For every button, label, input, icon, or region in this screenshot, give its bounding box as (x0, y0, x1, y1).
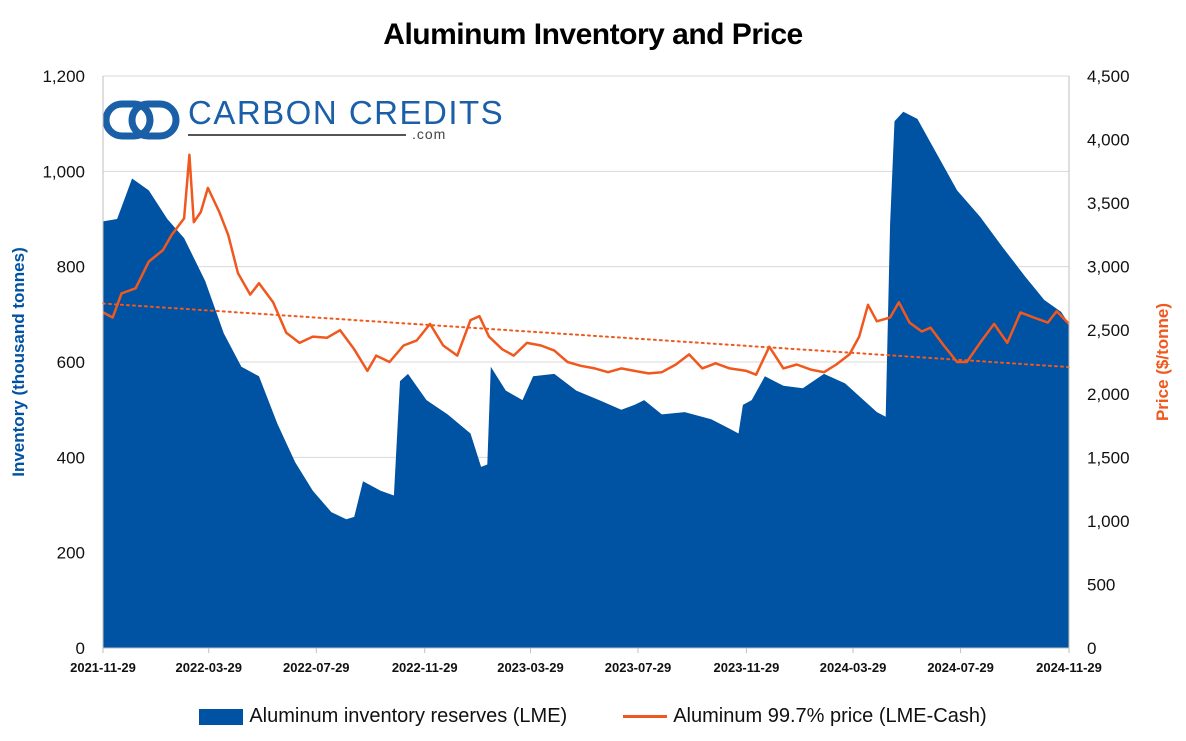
logo-name: CARBON CREDITS (188, 94, 505, 131)
x-tick-label: 2022-03-29 (176, 660, 243, 675)
logo-underline (188, 134, 406, 136)
y-right-tick-label: 4,000 (1087, 131, 1130, 150)
y-right-tick-label: 500 (1087, 575, 1115, 594)
x-tick-label: 2023-03-29 (497, 660, 564, 675)
legend: Aluminum inventory reserves (LME) Alumin… (0, 705, 1186, 728)
y-left-tick-label: 200 (57, 544, 85, 563)
y-right-tick-label: 3,500 (1087, 194, 1130, 213)
y-left-tick-label: 1,000 (42, 162, 85, 181)
y-left-tick-label: 600 (57, 353, 85, 372)
legend-label-price: Aluminum 99.7% price (LME-Cash) (673, 705, 987, 727)
y-right-tick-label: 0 (1087, 639, 1096, 658)
x-tick-label: 2023-11-29 (714, 660, 780, 675)
y-right-tick-label: 4,500 (1087, 67, 1130, 86)
x-tick-label: 2024-11-29 (1036, 660, 1102, 675)
x-tick-label: 2024-03-29 (820, 660, 887, 675)
chain-link-icon (102, 100, 180, 140)
y-left-tick-label: 800 (57, 258, 85, 277)
carbon-credits-logo: CARBON CREDITS .com (102, 92, 503, 152)
y-left-tick-label: 0 (76, 639, 85, 658)
y-right-tick-label: 3,000 (1087, 258, 1130, 277)
legend-item-price: Aluminum 99.7% price (LME-Cash) (623, 705, 987, 728)
x-tick-label: 2022-07-29 (283, 660, 350, 675)
x-tick-label: 2024-07-29 (927, 660, 994, 675)
y-left-tick-label: 400 (57, 448, 85, 467)
x-tick-label: 2023-07-29 (605, 660, 672, 675)
y-right-axis-title: Price ($/tonne) (1153, 303, 1172, 421)
legend-item-inventory: Aluminum inventory reserves (LME) (199, 705, 567, 728)
y-left-tick-label: 1,200 (42, 67, 85, 86)
price-line (102, 153, 1070, 376)
logo-suffix: .com (412, 126, 447, 142)
chart-title: Aluminum Inventory and Price (383, 18, 803, 51)
y-right-tick-label: 1,000 (1087, 512, 1130, 531)
inventory-area (103, 111, 1069, 649)
y-right-tick-label: 2,000 (1087, 385, 1130, 404)
legend-swatch-inventory (199, 708, 244, 725)
y-left-axis-title: Inventory (thousand tonnes) (9, 247, 28, 477)
x-tick-label: 2022-11-29 (392, 660, 458, 675)
y-right-tick-label: 1,500 (1087, 448, 1130, 467)
x-tick-label: 2021-11-29 (70, 660, 136, 675)
y-right-tick-label: 2,500 (1087, 321, 1130, 340)
legend-swatch-price (623, 715, 668, 718)
legend-label-inventory: Aluminum inventory reserves (LME) (249, 705, 568, 727)
price-trendline (102, 302, 1070, 369)
